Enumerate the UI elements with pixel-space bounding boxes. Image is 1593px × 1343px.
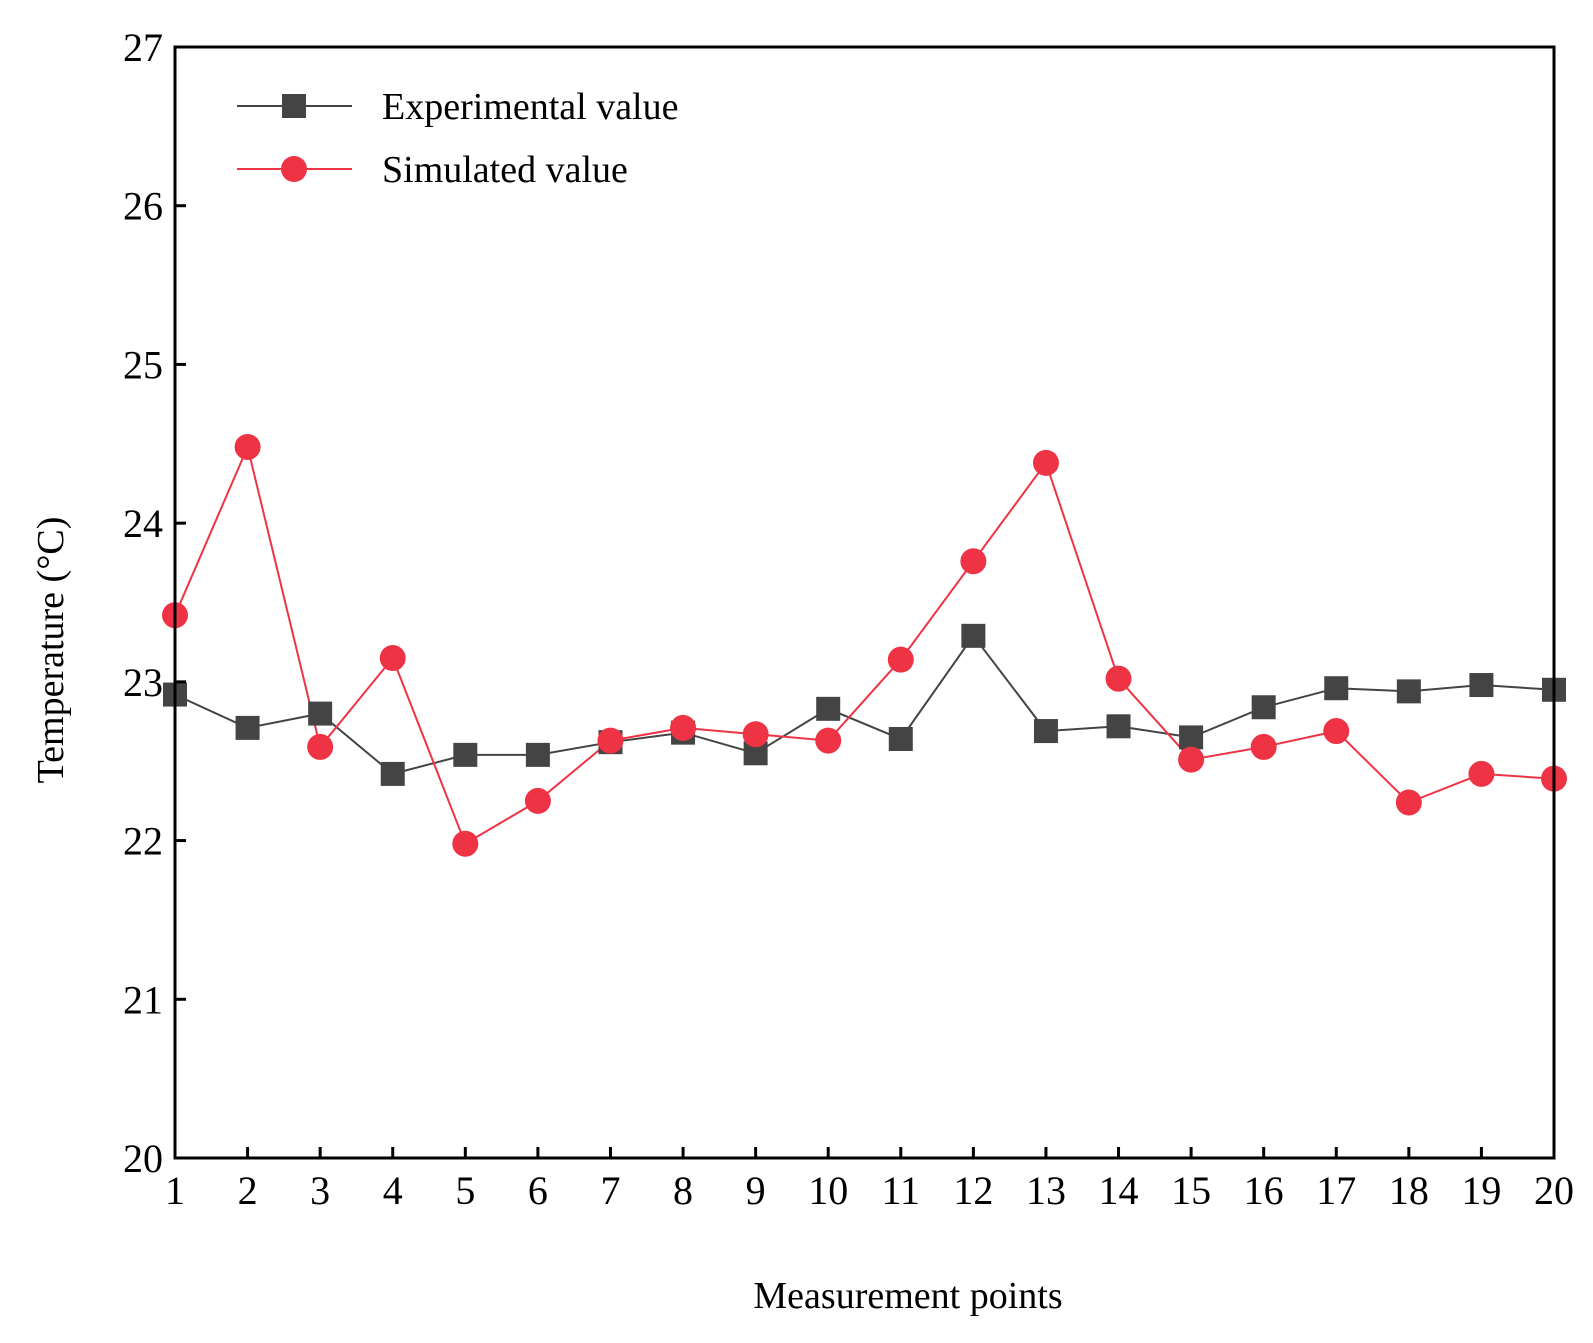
x-tick-label: 2 (238, 1168, 258, 1213)
data-point-simulated (1105, 665, 1132, 692)
data-point-experimental (1251, 695, 1276, 720)
data-point-simulated (307, 733, 334, 760)
y-axis-title: Temperature (°C) (30, 517, 72, 784)
x-tick-label: 5 (455, 1168, 475, 1213)
data-point-experimental (1033, 719, 1058, 744)
data-point-experimental (235, 715, 260, 740)
data-point-simulated (1468, 760, 1495, 787)
data-point-simulated (379, 645, 406, 672)
x-tick-label: 9 (746, 1168, 766, 1213)
legend-marker-square (282, 94, 306, 118)
x-tick-label: 17 (1316, 1168, 1356, 1213)
legend: Experimental value Simulated value (237, 86, 679, 191)
legend-label: Simulated value (382, 149, 628, 191)
data-point-experimental (380, 761, 405, 786)
data-point-experimental (1324, 676, 1349, 701)
x-tick-label: 7 (600, 1168, 620, 1213)
data-point-simulated (234, 433, 261, 460)
y-tick-label: 26 (123, 184, 163, 229)
x-tick-label: 14 (1099, 1168, 1139, 1213)
data-point-simulated (452, 830, 479, 857)
x-tick-label: 13 (1026, 1168, 1066, 1213)
x-tick-label: 18 (1389, 1168, 1429, 1213)
y-tick-label: 23 (123, 660, 163, 705)
x-tick-label: 15 (1171, 1168, 1211, 1213)
y-tick-label: 27 (123, 25, 163, 70)
data-point-simulated (815, 727, 842, 754)
x-axis-title: Measurement points (753, 1275, 1062, 1317)
data-point-experimental (816, 696, 841, 721)
x-axis: 1 2 3 4 5 6 7 8 9 10 11 12 13 14 15 16 17 18 19 20 (165, 1147, 1574, 1213)
y-tick-label: 21 (123, 977, 163, 1022)
data-point-simulated (1178, 746, 1205, 773)
data-point-experimental (888, 726, 913, 751)
data-point-simulated (960, 548, 987, 575)
data-point-simulated (597, 727, 624, 754)
x-tick-label: 6 (528, 1168, 548, 1213)
x-tick-label: 20 (1534, 1168, 1574, 1213)
data-point-simulated (524, 787, 551, 814)
data-point-simulated (1395, 789, 1422, 816)
y-tick-label: 24 (123, 501, 163, 546)
x-tick-label: 4 (383, 1168, 403, 1213)
data-point-simulated (1250, 733, 1277, 760)
data-point-experimental (1179, 725, 1204, 750)
data-point-simulated (670, 714, 697, 741)
data-point-experimental (1396, 679, 1421, 704)
data-point-simulated (1032, 449, 1059, 476)
x-tick-label: 16 (1244, 1168, 1284, 1213)
data-point-simulated (887, 646, 914, 673)
data-point-simulated (742, 721, 769, 748)
data-point-experimental (308, 701, 333, 726)
data-point-experimental (1106, 714, 1131, 739)
series-line-0 (174, 634, 1555, 775)
data-point-experimental (453, 742, 478, 767)
y-axis: 20 21 22 23 24 25 26 27 (123, 25, 186, 1181)
x-tick-label: 11 (882, 1168, 921, 1213)
y-tick-label: 25 (123, 342, 163, 387)
plot-frame (173, 45, 1556, 1160)
x-tick-label: 19 (1461, 1168, 1501, 1213)
x-tick-label: 8 (673, 1168, 693, 1213)
y-tick-label: 20 (123, 1136, 163, 1181)
data-point-experimental (961, 623, 986, 648)
x-tick-label: 12 (953, 1168, 993, 1213)
x-tick-label: 1 (165, 1168, 185, 1213)
x-tick-label: 10 (808, 1168, 848, 1213)
data-point-simulated (1323, 718, 1350, 745)
series-markers (162, 433, 1567, 857)
data-point-experimental (1469, 673, 1494, 698)
legend-label: Experimental value (382, 86, 679, 128)
legend-marker-circle (281, 156, 307, 182)
x-tick-label: 3 (310, 1168, 330, 1213)
data-point-experimental (525, 742, 550, 767)
y-tick-label: 22 (123, 819, 163, 864)
